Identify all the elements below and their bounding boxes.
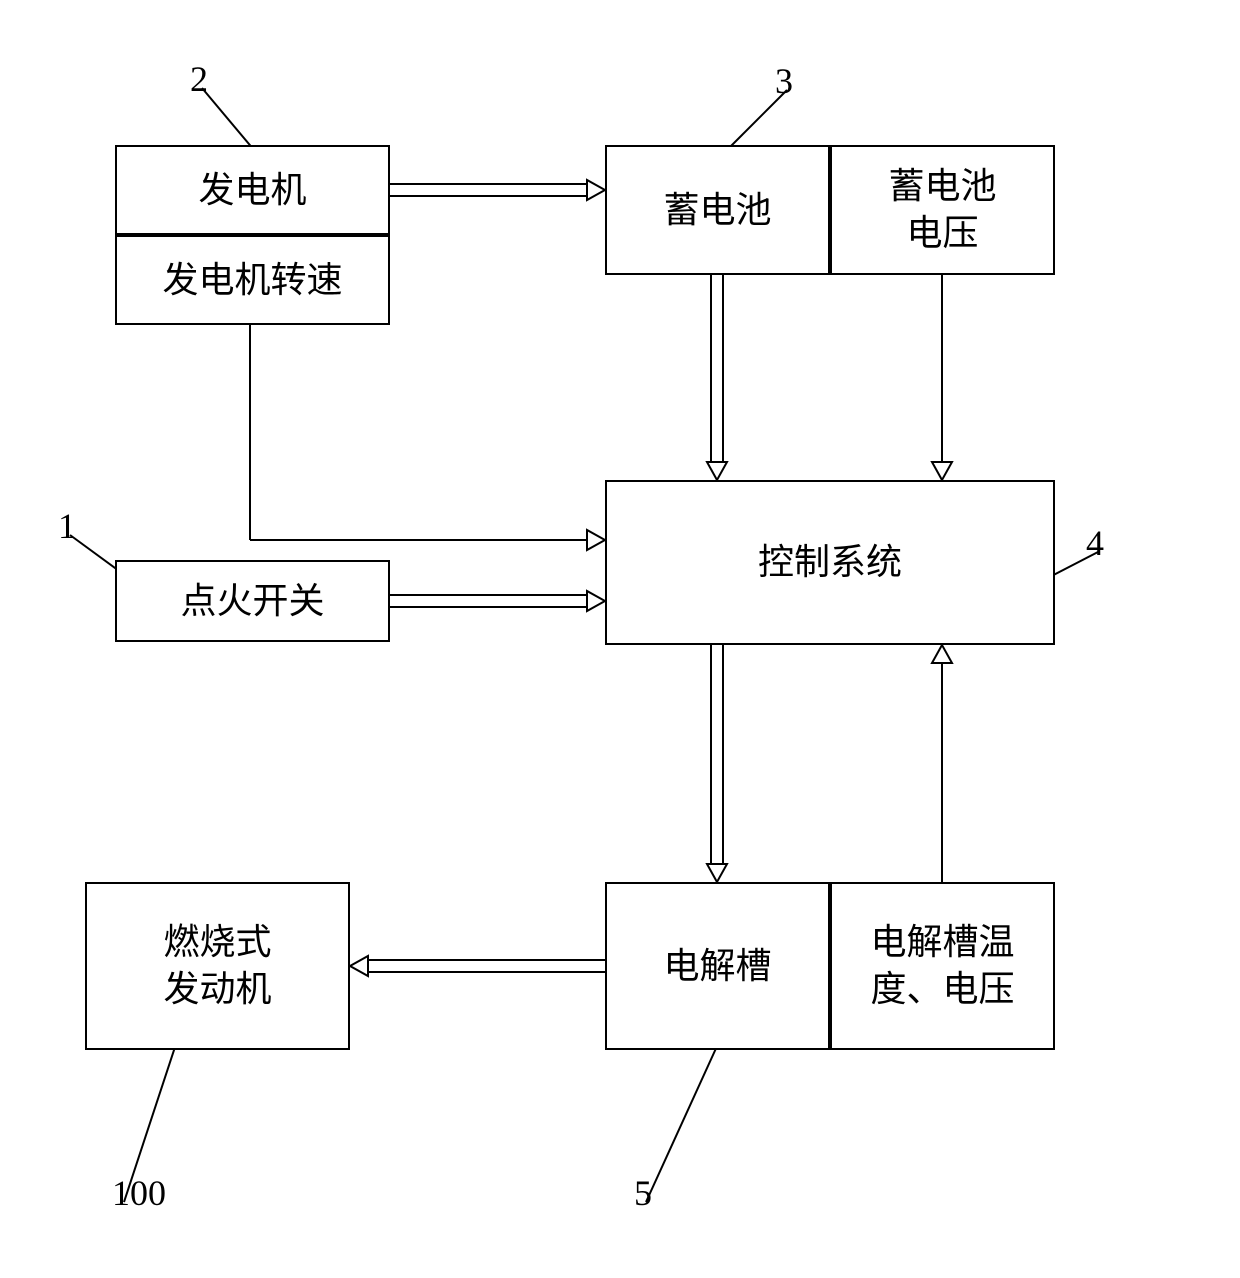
node-label: 点火开关 bbox=[180, 578, 324, 625]
node-label: 发电机转速 bbox=[162, 257, 342, 304]
node-label: 控制系统 bbox=[758, 539, 902, 586]
node-label: 燃烧式 发动机 bbox=[163, 919, 271, 1013]
diagram-canvas: 发电机 发电机转速 蓄电池 蓄电池 电压 点火开关 控制系统 电解槽 电解槽温 … bbox=[0, 0, 1240, 1278]
node-generator: 发电机 bbox=[115, 145, 390, 235]
node-battery-voltage: 蓄电池 电压 bbox=[830, 145, 1055, 275]
node-electrolyzer: 电解槽 bbox=[605, 882, 830, 1050]
ref-number: 100 bbox=[112, 1172, 166, 1214]
node-label: 电解槽温 度、电压 bbox=[870, 919, 1014, 1013]
node-electrolyzer-tv: 电解槽温 度、电压 bbox=[830, 882, 1055, 1050]
node-label: 蓄电池 电压 bbox=[888, 163, 996, 257]
node-engine: 燃烧式 发动机 bbox=[85, 882, 350, 1050]
node-control: 控制系统 bbox=[605, 480, 1055, 645]
node-battery: 蓄电池 bbox=[605, 145, 830, 275]
ref-number: 1 bbox=[58, 505, 76, 547]
ref-number: 2 bbox=[190, 58, 208, 100]
ref-number: 5 bbox=[634, 1172, 652, 1214]
node-label: 电解槽 bbox=[663, 943, 771, 990]
node-generator-speed: 发电机转速 bbox=[115, 235, 390, 325]
node-label: 蓄电池 bbox=[663, 187, 771, 234]
ref-number: 3 bbox=[775, 60, 793, 102]
node-label: 发电机 bbox=[198, 167, 306, 214]
ref-number: 4 bbox=[1086, 522, 1104, 564]
node-ignition: 点火开关 bbox=[115, 560, 390, 642]
